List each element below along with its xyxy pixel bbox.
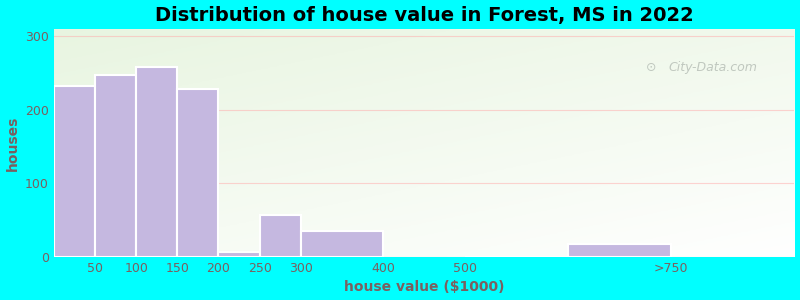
Bar [568, 244, 671, 257]
X-axis label: house value ($1000): house value ($1000) [344, 280, 504, 294]
Bar [178, 89, 218, 257]
Bar [54, 85, 95, 257]
Text: City-Data.com: City-Data.com [669, 61, 758, 74]
Bar [259, 215, 301, 257]
Bar [301, 231, 383, 257]
Title: Distribution of house value in Forest, MS in 2022: Distribution of house value in Forest, M… [154, 6, 694, 25]
Bar [218, 252, 259, 257]
Bar [136, 67, 178, 257]
Y-axis label: houses: houses [6, 115, 19, 171]
Text: ⊙: ⊙ [646, 61, 657, 74]
Bar [95, 74, 136, 257]
